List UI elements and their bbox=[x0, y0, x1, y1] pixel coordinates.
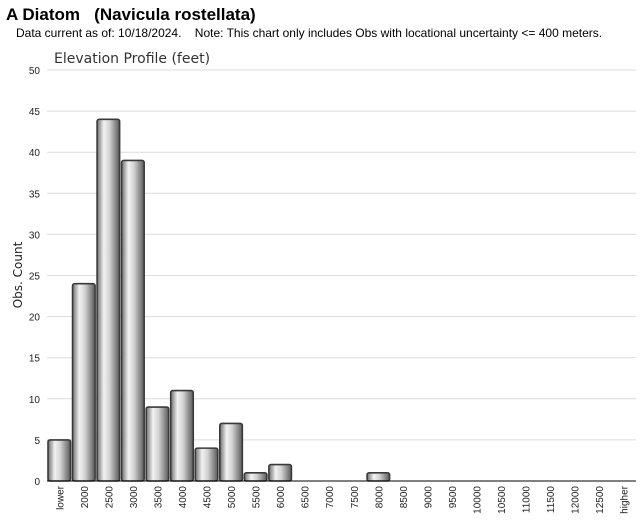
x-tick-label: 6000 bbox=[276, 486, 287, 509]
y-tick-labels: 0 5 10 15 20 25 30 35 40 45 50 bbox=[29, 66, 41, 488]
y-tick-label: 50 bbox=[29, 66, 41, 77]
x-tick-label: 4500 bbox=[203, 486, 214, 509]
x-tick-label: 11500 bbox=[546, 486, 557, 514]
y-tick-label: 40 bbox=[29, 148, 41, 159]
bar bbox=[71, 282, 96, 482]
x-tick-label: 2000 bbox=[80, 486, 91, 509]
x-tick-label: 5000 bbox=[227, 486, 238, 509]
x-tick-label: 7000 bbox=[325, 486, 336, 509]
x-tick-label: 4000 bbox=[178, 486, 189, 509]
bars bbox=[47, 118, 391, 482]
x-tick-labels: lower 2000 2500 3000 3500 4000 4500 5000 5500 600… bbox=[55, 485, 630, 513]
y-tick-label: 25 bbox=[29, 272, 41, 283]
x-tick-label: 9500 bbox=[448, 486, 459, 509]
x-tick-label: 10500 bbox=[497, 486, 508, 514]
y-tick-label: 10 bbox=[29, 395, 41, 406]
x-tick-label: 3500 bbox=[153, 486, 164, 509]
x-tick-label: 12500 bbox=[595, 486, 606, 514]
bar bbox=[47, 439, 72, 482]
chart-title: Elevation Profile (feet) bbox=[54, 51, 210, 67]
x-tick-label: 9000 bbox=[423, 486, 434, 509]
bar bbox=[96, 118, 121, 482]
y-tick-label: 30 bbox=[29, 230, 41, 241]
y-axis-label: Obs. Count bbox=[11, 241, 25, 308]
x-tick-label: 10000 bbox=[472, 486, 483, 514]
x-tick-label: 5500 bbox=[252, 486, 263, 509]
x-tick-label: 11000 bbox=[522, 486, 533, 514]
bar bbox=[169, 389, 195, 482]
x-tick-label: 7500 bbox=[350, 486, 361, 509]
bar bbox=[366, 471, 391, 482]
y-tick-label: 0 bbox=[34, 477, 40, 488]
y-tick-label: 20 bbox=[29, 313, 41, 324]
x-tick-label: 6500 bbox=[301, 486, 312, 509]
x-tick-label: 12000 bbox=[571, 486, 582, 514]
x-tick-label: 8000 bbox=[374, 486, 385, 509]
y-tick-label: 35 bbox=[29, 189, 41, 200]
bar bbox=[120, 159, 145, 482]
x-tick-label: 2500 bbox=[104, 486, 115, 509]
y-tick-label: 15 bbox=[29, 354, 41, 365]
grid-lines bbox=[47, 69, 636, 441]
x-tick-label: 8500 bbox=[399, 486, 410, 509]
y-tick-label: 5 bbox=[34, 436, 40, 447]
bar bbox=[243, 471, 268, 482]
bar bbox=[268, 463, 293, 482]
bar bbox=[218, 422, 244, 482]
chart-header-title: A Diatom (Navicula rostellata) bbox=[6, 5, 256, 24]
bar bbox=[194, 447, 219, 482]
y-tick-label: 45 bbox=[29, 107, 41, 118]
data-note: Data current as of: 10/18/2024. Note: Th… bbox=[16, 26, 603, 40]
x-tick-label: lower bbox=[55, 485, 66, 510]
x-tick-label: 3000 bbox=[129, 486, 140, 509]
x-tick-label: higher bbox=[620, 485, 631, 513]
bar bbox=[145, 406, 170, 482]
